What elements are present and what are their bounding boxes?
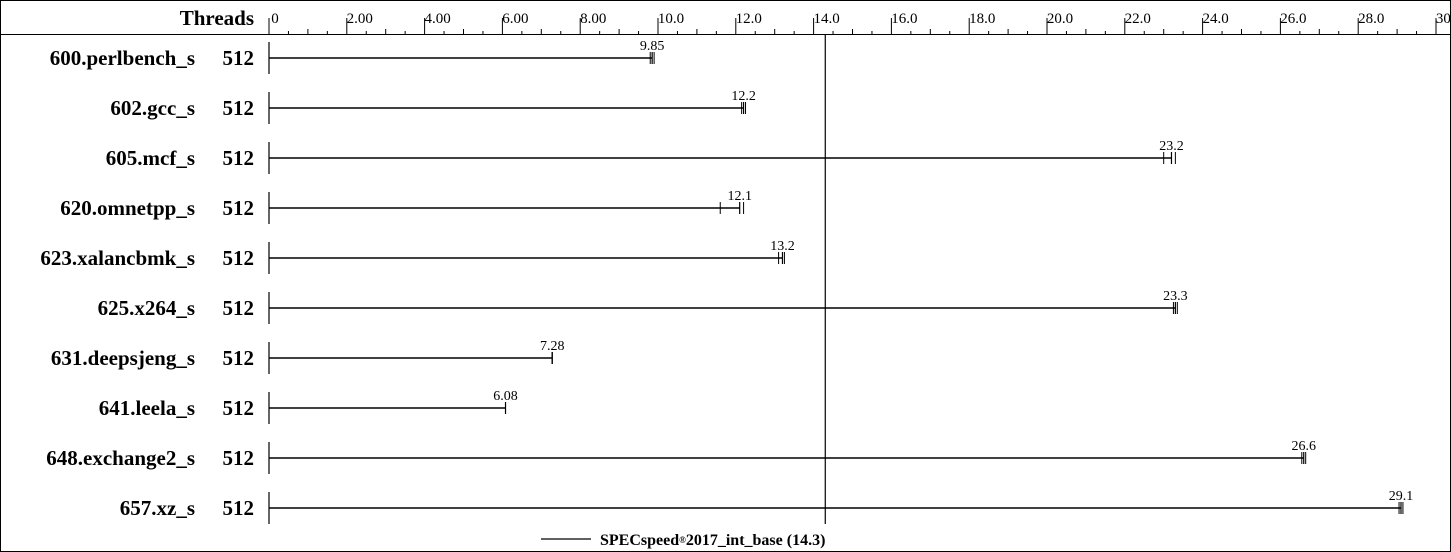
threads-header: Threads: [180, 6, 254, 30]
tick-label: 8.00: [580, 11, 606, 27]
value-label: 6.08: [493, 389, 518, 404]
benchmark-name: 620.omnetpp_s: [60, 196, 195, 220]
benchmark-name: 657.xz_s: [120, 496, 195, 520]
value-label: 9.85: [640, 39, 665, 54]
thread-count: 512: [223, 96, 255, 120]
benchmark-name: 623.xalancbmk_s: [40, 246, 195, 270]
registered-mark: ®: [679, 535, 686, 545]
thread-count: 512: [223, 146, 255, 170]
benchmark-name: 631.deepsjeng_s: [51, 346, 195, 370]
value-label: 7.28: [540, 339, 565, 354]
thread-count: 512: [223, 446, 255, 470]
tick-label: 12.0: [736, 11, 762, 27]
benchmark-row: 648.exchange2_s 512 26.6: [46, 439, 1316, 474]
thread-count: 512: [223, 46, 255, 70]
value-label: 23.3: [1163, 289, 1188, 304]
thread-count: 512: [223, 296, 255, 320]
tick-label: 0: [271, 11, 279, 27]
value-label: 12.2: [731, 89, 756, 104]
benchmark-row: 605.mcf_s 512 23.2: [106, 139, 1184, 174]
benchmark-row: 620.omnetpp_s 512 12.1: [60, 189, 752, 224]
benchmark-name: 600.perlbench_s: [50, 46, 195, 70]
tick-label: 14.0: [813, 11, 839, 27]
legend: SPECspeed®2017_int_base (14.3): [541, 532, 825, 549]
benchmark-name: 602.gcc_s: [110, 96, 195, 120]
tick-label: 24.0: [1202, 11, 1228, 27]
legend-label: SPECspeed®2017_int_base (14.3): [600, 532, 825, 549]
value-label: 13.2: [770, 239, 795, 254]
value-label: 23.2: [1159, 139, 1184, 154]
tick-label: 20.0: [1047, 11, 1073, 27]
tick-label: 26.0: [1280, 11, 1306, 27]
tick-label: 30.0: [1436, 11, 1451, 27]
x-axis: 0 2.00 4.00 6.00 8.00 10.0 12.0 14.0 16.0 18.0 20.…: [268, 11, 1451, 34]
benchmark-row: 602.gcc_s 512 12.2: [110, 89, 756, 124]
tick-label: 4.00: [424, 11, 450, 27]
benchmark-row: 600.perlbench_s 512 9.85: [50, 39, 665, 74]
tick-label: 2.00: [347, 11, 373, 27]
tick-label: 16.0: [891, 11, 917, 27]
value-label: 26.6: [1291, 439, 1316, 454]
tick-label: 10.0: [658, 11, 684, 27]
legend-prefix: SPECspeed: [600, 532, 679, 549]
benchmark-row: 641.leela_s 512 6.08: [99, 389, 518, 424]
tick-label: 28.0: [1358, 11, 1384, 27]
benchmark-row: 623.xalancbmk_s 512 13.2: [40, 239, 795, 274]
benchmark-name: 605.mcf_s: [106, 146, 195, 170]
tick-label: 22.0: [1125, 11, 1151, 27]
benchmark-name: 641.leela_s: [99, 396, 195, 420]
benchmark-row: 631.deepsjeng_s 512 7.28: [51, 339, 565, 374]
benchmark-name: 625.x264_s: [98, 296, 195, 320]
tick-label: 18.0: [969, 11, 995, 27]
thread-count: 512: [223, 346, 255, 370]
benchmark-row: 657.xz_s 512 29.1: [120, 489, 1413, 524]
legend-suffix: 2017_int_base (14.3): [686, 532, 826, 549]
thread-count: 512: [223, 246, 255, 270]
thread-count: 512: [223, 496, 255, 520]
thread-count: 512: [223, 196, 255, 220]
value-label: 29.1: [1389, 489, 1414, 504]
thread-count: 512: [223, 396, 255, 420]
tick-label: 6.00: [502, 11, 528, 27]
benchmark-row: 625.x264_s 512 23.3: [98, 289, 1188, 324]
benchmark-name: 648.exchange2_s: [46, 446, 195, 470]
value-label: 12.1: [727, 189, 752, 204]
